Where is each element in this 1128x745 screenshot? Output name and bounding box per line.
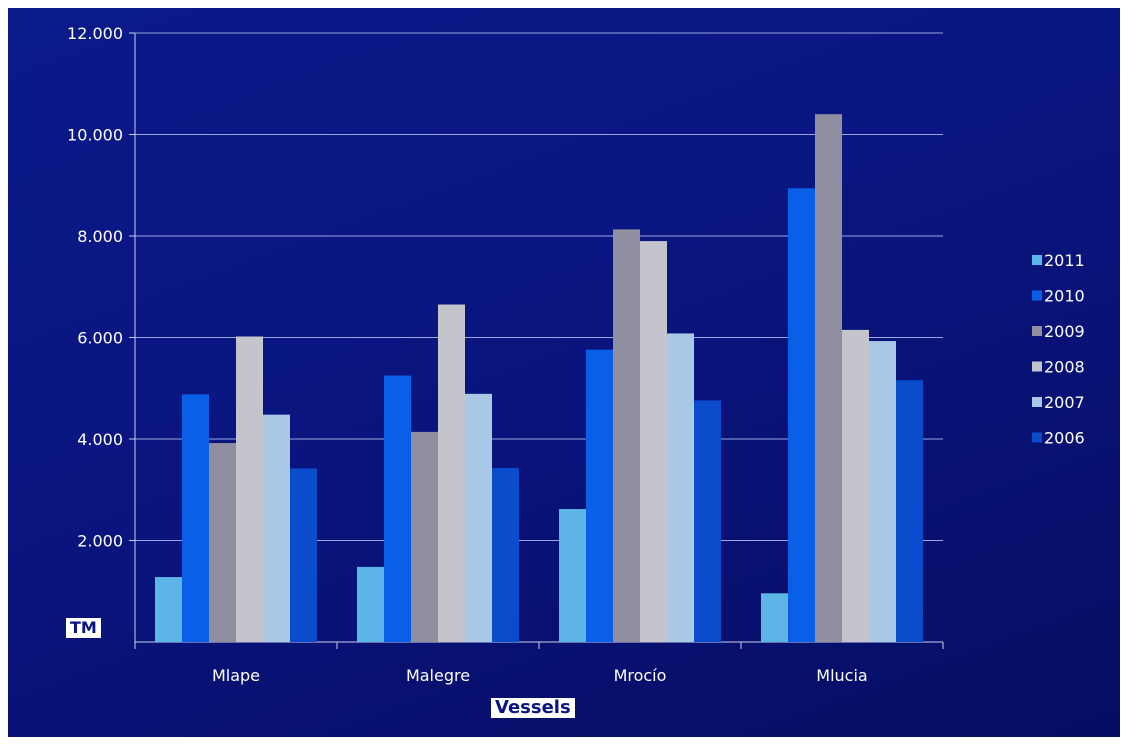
bar-2006-Mlape bbox=[290, 468, 317, 642]
bar-2008-Mlape bbox=[236, 336, 263, 642]
bar-2008-Mrocío bbox=[640, 241, 667, 642]
bar-2007-Mlucia bbox=[869, 341, 896, 642]
bar-2007-Mrocío bbox=[667, 333, 694, 642]
legend-swatch-2007 bbox=[1032, 397, 1042, 407]
legend-swatch-2006 bbox=[1032, 432, 1042, 443]
bar-2009-Mlape bbox=[209, 443, 236, 642]
bar-2011-Mrocío bbox=[559, 509, 586, 642]
legend: 2011 2010 2009 2008 2007 2006 bbox=[1032, 251, 1085, 448]
bar-2006-Mrocío bbox=[694, 400, 721, 642]
y-tick-label: 4.000 bbox=[77, 430, 123, 449]
bar-2006-Malegre bbox=[492, 467, 519, 642]
y-tick-label: 10.000 bbox=[67, 126, 123, 145]
legend-swatch-2008 bbox=[1032, 361, 1042, 372]
y-tick-label: 2.000 bbox=[77, 532, 123, 551]
bar-2010-Malegre bbox=[384, 375, 411, 642]
bar-2008-Malegre bbox=[438, 304, 465, 642]
legend-label-2009: 2009 bbox=[1044, 322, 1085, 341]
bar-2011-Mlape bbox=[155, 577, 182, 642]
legend-swatch-2010 bbox=[1032, 290, 1042, 301]
x-axis-title: Vessels bbox=[491, 698, 575, 718]
bar-2009-Malegre bbox=[411, 431, 438, 642]
bar-2007-Mlape bbox=[263, 414, 290, 642]
x-tick-label: Mrocío bbox=[614, 666, 667, 685]
bar-2010-Mrocío bbox=[586, 349, 613, 642]
chart-frame: 12.000 10.000 8.000 6.000 4.000 2.000 Mlape Ma… bbox=[8, 8, 1120, 737]
bar-2009-Mrocío bbox=[613, 229, 640, 642]
x-tick-label: Mlucia bbox=[816, 666, 867, 685]
legend-label-2006: 2006 bbox=[1044, 429, 1085, 448]
bar-2009-Mlucia bbox=[815, 114, 842, 642]
legend-label-2011: 2011 bbox=[1044, 251, 1085, 270]
bar-2006-Mlucia bbox=[896, 380, 923, 642]
y-tick-label: 8.000 bbox=[77, 227, 123, 246]
legend-label-2008: 2008 bbox=[1044, 358, 1085, 377]
x-tick-label: Mlape bbox=[212, 666, 260, 685]
bar-2010-Mlape bbox=[182, 394, 209, 642]
bar-2010-Mlucia bbox=[788, 188, 815, 643]
legend-label-2010: 2010 bbox=[1044, 287, 1085, 306]
y-tick-labels: 12.000 10.000 8.000 6.000 4.000 2.000 bbox=[67, 24, 123, 551]
legend-swatch-2009 bbox=[1032, 326, 1042, 336]
bar-chart: 12.000 10.000 8.000 6.000 4.000 2.000 Mlape Ma… bbox=[67, 24, 1085, 685]
y-tick-label: 6.000 bbox=[77, 329, 123, 348]
bar-2011-Malegre bbox=[357, 566, 384, 642]
y-tick-label: 12.000 bbox=[67, 24, 123, 43]
legend-label-2007: 2007 bbox=[1044, 393, 1085, 412]
bars bbox=[155, 114, 923, 643]
bar-2008-Mlucia bbox=[842, 329, 869, 642]
bar-2007-Malegre bbox=[465, 393, 492, 642]
x-tick-label: Malegre bbox=[406, 666, 470, 685]
y-unit-label: TM bbox=[66, 618, 101, 638]
legend-swatch-2011 bbox=[1032, 255, 1042, 265]
bar-2011-Mlucia bbox=[761, 593, 788, 642]
x-tick-labels: Mlape Malegre Mrocío Mlucia bbox=[212, 666, 868, 685]
